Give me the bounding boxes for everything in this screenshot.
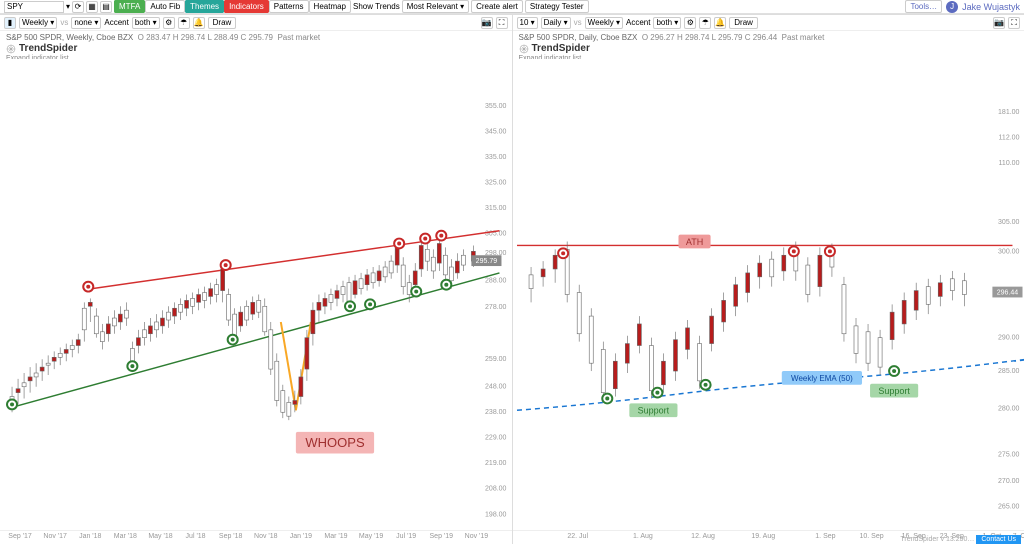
compare-select[interactable]: Weekly ▾ — [585, 17, 623, 29]
svg-text:278.00: 278.00 — [485, 304, 507, 311]
svg-text:208.00: 208.00 — [485, 486, 507, 493]
draw-button[interactable]: Draw — [729, 17, 758, 29]
strategy-tester-button[interactable]: Strategy Tester — [525, 0, 589, 13]
bars-count-select[interactable]: 10 ▾ — [517, 17, 538, 29]
svg-text:288.00: 288.00 — [485, 278, 507, 285]
ohlc-display: O 283.47 H 298.74 L 288.49 C 295.79 — [138, 33, 273, 42]
trendspider-logo: TrendSpider — [519, 43, 1019, 54]
svg-text:ATH: ATH — [685, 237, 702, 247]
bell-icon[interactable]: 🔔 — [193, 17, 205, 29]
accent-label: Accent — [104, 18, 128, 27]
create-alert-button[interactable]: Create alert — [471, 0, 523, 13]
svg-text:315.00: 315.00 — [485, 205, 507, 212]
fullscreen-icon[interactable]: ⛶ — [496, 17, 508, 29]
grid-icon[interactable]: ▦ — [86, 1, 98, 13]
svg-text:198.00: 198.00 — [485, 511, 507, 518]
svg-text:296.44: 296.44 — [996, 290, 1018, 297]
svg-text:265.00: 265.00 — [998, 503, 1020, 510]
svg-text:229.00: 229.00 — [485, 435, 507, 442]
patterns-button[interactable]: Patterns — [269, 0, 309, 13]
svg-text:335.00: 335.00 — [485, 154, 507, 161]
heatmap-button[interactable]: Heatmap — [309, 0, 351, 13]
svg-text:112.00: 112.00 — [998, 135, 1019, 142]
timeframe-select[interactable]: Daily ▾ — [541, 17, 571, 29]
svg-text:Weekly EMA (50): Weekly EMA (50) — [791, 374, 853, 383]
svg-text:219.00: 219.00 — [485, 460, 507, 467]
show-trends-label: Show Trends — [353, 2, 400, 11]
accent-label: Accent — [626, 18, 650, 27]
svg-text:305.00: 305.00 — [998, 219, 1020, 226]
svg-text:270.00: 270.00 — [998, 478, 1020, 485]
mtfa-button[interactable]: MTFA — [114, 0, 145, 13]
svg-text:WHOOPS: WHOOPS — [305, 435, 364, 450]
compare-select[interactable]: none ▾ — [71, 17, 101, 29]
auto-fib-button[interactable]: Auto Fib — [145, 0, 185, 13]
trendspider-logo: TrendSpider — [6, 43, 506, 54]
user-name: Jake Wujastyk — [962, 2, 1020, 12]
most-relevant-dropdown[interactable]: Most Relevant ▾ — [402, 0, 469, 13]
right-chart-panel: 10 ▾ Daily ▾ vs Weekly ▾ Accent both ▾ ⚙… — [513, 15, 1024, 544]
svg-text:355.00: 355.00 — [485, 103, 507, 110]
rain-icon[interactable]: ☂ — [178, 17, 190, 29]
contact-us-button[interactable]: Contact Us — [976, 535, 1021, 544]
svg-text:300.00: 300.00 — [998, 248, 1020, 255]
right-panel-toolbar: 10 ▾ Daily ▾ vs Weekly ▾ Accent both ▾ ⚙… — [513, 15, 1024, 31]
market-status: Past market — [782, 33, 825, 42]
right-chart-canvas[interactable]: 181.00112.00110.00305.00300.00295.00290.… — [513, 59, 1024, 530]
indicators-button[interactable]: Indicators — [224, 0, 269, 13]
market-status: Past market — [277, 33, 320, 42]
left-chart-canvas[interactable]: 355.00345.00335.00325.00315.00305.00298.… — [0, 59, 512, 530]
ohlc-display: O 296.27 H 298.74 L 295.79 C 296.44 — [642, 33, 777, 42]
accent-select[interactable]: both ▾ — [653, 17, 681, 29]
svg-text:259.00: 259.00 — [485, 356, 507, 363]
svg-text:325.00: 325.00 — [485, 180, 507, 187]
left-chart-panel: ▮ Weekly ▾ vs none ▾ Accent both ▾ ⚙ ☂ 🔔… — [0, 15, 513, 544]
gear-icon[interactable]: ⚙ — [163, 17, 175, 29]
symbol-input[interactable] — [4, 1, 64, 13]
left-panel-toolbar: ▮ Weekly ▾ vs none ▾ Accent both ▾ ⚙ ☂ 🔔… — [0, 15, 512, 31]
left-x-axis: Sep '17Nov '17Jan '18Mar '18May '18Jul '… — [0, 530, 512, 544]
svg-text:290.00: 290.00 — [998, 335, 1020, 342]
svg-text:285.00: 285.00 — [998, 368, 1020, 375]
user-avatar-icon[interactable]: J — [946, 1, 958, 13]
rain-icon[interactable]: ☂ — [699, 17, 711, 29]
top-toolbar: ▾ ⟳ ▦ ▤ MTFAAuto FibThemesIndicatorsPatt… — [0, 0, 1024, 14]
themes-button[interactable]: Themes — [185, 0, 224, 13]
refresh-icon[interactable]: ⟳ — [72, 1, 84, 13]
tools-button[interactable]: Tools… — [905, 0, 942, 13]
camera-icon[interactable]: 📷 — [993, 17, 1005, 29]
svg-text:Support: Support — [637, 406, 669, 416]
fullscreen-icon[interactable]: ⛶ — [1008, 17, 1020, 29]
svg-text:295.79: 295.79 — [476, 258, 498, 265]
accent-select[interactable]: both ▾ — [132, 17, 160, 29]
candle-style-icon[interactable]: ▮ — [4, 17, 16, 29]
svg-text:181.00: 181.00 — [998, 109, 1020, 116]
svg-text:345.00: 345.00 — [485, 129, 507, 136]
layout-icon[interactable]: ▤ — [100, 1, 112, 13]
camera-icon[interactable]: 📷 — [481, 17, 493, 29]
svg-text:275.00: 275.00 — [998, 451, 1020, 458]
svg-text:248.00: 248.00 — [485, 384, 507, 391]
chart-title: S&P 500 SPDR, Daily, Cboe BZX — [519, 33, 638, 42]
chart-title: S&P 500 SPDR, Weekly, Cboe BZX — [6, 33, 133, 42]
timeframe-select[interactable]: Weekly ▾ — [19, 17, 57, 29]
draw-button[interactable]: Draw — [208, 17, 237, 29]
powered-by: TrendSpider v 13.290… — [900, 536, 974, 543]
svg-text:280.00: 280.00 — [998, 405, 1020, 412]
svg-text:110.00: 110.00 — [998, 160, 1019, 167]
gear-icon[interactable]: ⚙ — [684, 17, 696, 29]
bell-icon[interactable]: 🔔 — [714, 17, 726, 29]
svg-text:Support: Support — [878, 386, 910, 396]
svg-text:238.00: 238.00 — [485, 409, 507, 416]
